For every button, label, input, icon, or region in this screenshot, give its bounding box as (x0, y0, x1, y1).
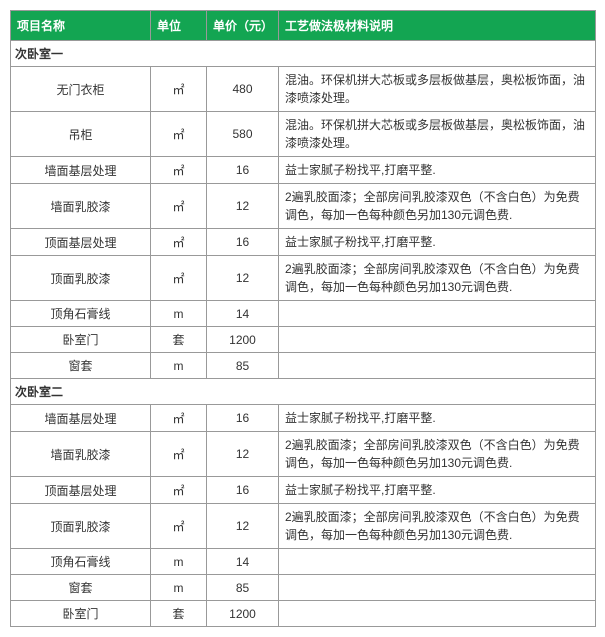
cell-desc: 2遍乳胶面漆；全部房间乳胶漆双色（不含白色）为免费调色，每加一色每种颜色另加13… (279, 184, 596, 229)
table-row: 卧室门套1200 (11, 327, 596, 353)
cell-unit: ㎡ (151, 184, 207, 229)
cell-price: 580 (207, 112, 279, 157)
cell-price: 12 (207, 432, 279, 477)
col-header-price: 单价（元） (207, 11, 279, 41)
cell-price: 14 (207, 301, 279, 327)
cell-unit: m (151, 575, 207, 601)
cell-unit: 套 (151, 327, 207, 353)
cell-desc: 混油。环保机拼大芯板或多层板做基层，奥松板饰面，油漆喷漆处理。 (279, 67, 596, 112)
cell-price: 16 (207, 157, 279, 184)
table-row: 顶角石膏线m14 (11, 549, 596, 575)
cell-desc: 混油。环保机拼大芯板或多层板做基层，奥松板饰面，油漆喷漆处理。 (279, 112, 596, 157)
cell-name: 窗套 (11, 353, 151, 379)
cell-unit: 套 (151, 601, 207, 627)
cell-unit: m (151, 549, 207, 575)
table-row: 顶角石膏线m14 (11, 301, 596, 327)
table-row: 顶面基层处理㎡16益士家腻子粉找平,打磨平整. (11, 477, 596, 504)
cell-price: 12 (207, 256, 279, 301)
table-row: 墙面乳胶漆㎡122遍乳胶面漆；全部房间乳胶漆双色（不含白色）为免费调色，每加一色… (11, 184, 596, 229)
cell-price: 85 (207, 353, 279, 379)
cell-unit: ㎡ (151, 256, 207, 301)
table-row: 墙面乳胶漆㎡122遍乳胶面漆；全部房间乳胶漆双色（不含白色）为免费调色，每加一色… (11, 432, 596, 477)
cell-unit: ㎡ (151, 157, 207, 184)
cell-desc: 益士家腻子粉找平,打磨平整. (279, 229, 596, 256)
cell-price: 85 (207, 575, 279, 601)
cell-price: 480 (207, 67, 279, 112)
section-title: 次卧室二 (11, 379, 596, 405)
table-row: 顶面基层处理㎡16益士家腻子粉找平,打磨平整. (11, 229, 596, 256)
table-row: 顶面乳胶漆㎡122遍乳胶面漆；全部房间乳胶漆双色（不含白色）为免费调色，每加一色… (11, 256, 596, 301)
cell-name: 顶面基层处理 (11, 477, 151, 504)
cell-price: 12 (207, 504, 279, 549)
cell-name: 墙面基层处理 (11, 157, 151, 184)
cell-desc: 益士家腻子粉找平,打磨平整. (279, 405, 596, 432)
cell-unit: m (151, 301, 207, 327)
cell-unit: ㎡ (151, 405, 207, 432)
cell-unit: ㎡ (151, 432, 207, 477)
cell-name: 顶面乳胶漆 (11, 504, 151, 549)
table-row: 吊柜㎡580混油。环保机拼大芯板或多层板做基层，奥松板饰面，油漆喷漆处理。 (11, 112, 596, 157)
cell-price: 1200 (207, 601, 279, 627)
cell-price: 16 (207, 405, 279, 432)
col-header-name: 项目名称 (11, 11, 151, 41)
pricing-table: 项目名称 单位 单价（元） 工艺做法极材料说明 次卧室一无门衣柜㎡480混油。环… (10, 10, 596, 627)
table-row: 卧室门套1200 (11, 601, 596, 627)
cell-desc (279, 549, 596, 575)
cell-price: 1200 (207, 327, 279, 353)
cell-unit: m (151, 353, 207, 379)
cell-name: 卧室门 (11, 327, 151, 353)
cell-desc: 益士家腻子粉找平,打磨平整. (279, 157, 596, 184)
cell-price: 12 (207, 184, 279, 229)
section-title: 次卧室一 (11, 41, 596, 67)
cell-name: 顶面基层处理 (11, 229, 151, 256)
col-header-desc: 工艺做法极材料说明 (279, 11, 596, 41)
table-row: 窗套m85 (11, 353, 596, 379)
cell-unit: ㎡ (151, 504, 207, 549)
cell-desc: 益士家腻子粉找平,打磨平整. (279, 477, 596, 504)
cell-name: 顶角石膏线 (11, 301, 151, 327)
table-header-row: 项目名称 单位 单价（元） 工艺做法极材料说明 (11, 11, 596, 41)
cell-name: 墙面乳胶漆 (11, 432, 151, 477)
table-row: 墙面基层处理㎡16益士家腻子粉找平,打磨平整. (11, 157, 596, 184)
cell-desc (279, 353, 596, 379)
cell-desc (279, 575, 596, 601)
cell-name: 吊柜 (11, 112, 151, 157)
cell-desc (279, 301, 596, 327)
cell-desc: 2遍乳胶面漆；全部房间乳胶漆双色（不含白色）为免费调色，每加一色每种颜色另加13… (279, 432, 596, 477)
cell-name: 窗套 (11, 575, 151, 601)
cell-name: 顶角石膏线 (11, 549, 151, 575)
section-header: 次卧室二 (11, 379, 596, 405)
cell-desc (279, 601, 596, 627)
cell-name: 无门衣柜 (11, 67, 151, 112)
cell-price: 14 (207, 549, 279, 575)
cell-price: 16 (207, 229, 279, 256)
cell-name: 卧室门 (11, 601, 151, 627)
cell-price: 16 (207, 477, 279, 504)
cell-desc: 2遍乳胶面漆；全部房间乳胶漆双色（不含白色）为免费调色，每加一色每种颜色另加13… (279, 504, 596, 549)
cell-unit: ㎡ (151, 112, 207, 157)
cell-name: 墙面乳胶漆 (11, 184, 151, 229)
table-row: 窗套m85 (11, 575, 596, 601)
cell-name: 顶面乳胶漆 (11, 256, 151, 301)
cell-unit: ㎡ (151, 229, 207, 256)
section-header: 次卧室一 (11, 41, 596, 67)
col-header-unit: 单位 (151, 11, 207, 41)
table-row: 顶面乳胶漆㎡122遍乳胶面漆；全部房间乳胶漆双色（不含白色）为免费调色，每加一色… (11, 504, 596, 549)
cell-desc: 2遍乳胶面漆；全部房间乳胶漆双色（不含白色）为免费调色，每加一色每种颜色另加13… (279, 256, 596, 301)
table-row: 墙面基层处理㎡16益士家腻子粉找平,打磨平整. (11, 405, 596, 432)
cell-desc (279, 327, 596, 353)
cell-name: 墙面基层处理 (11, 405, 151, 432)
table-row: 无门衣柜㎡480混油。环保机拼大芯板或多层板做基层，奥松板饰面，油漆喷漆处理。 (11, 67, 596, 112)
cell-unit: ㎡ (151, 477, 207, 504)
cell-unit: ㎡ (151, 67, 207, 112)
